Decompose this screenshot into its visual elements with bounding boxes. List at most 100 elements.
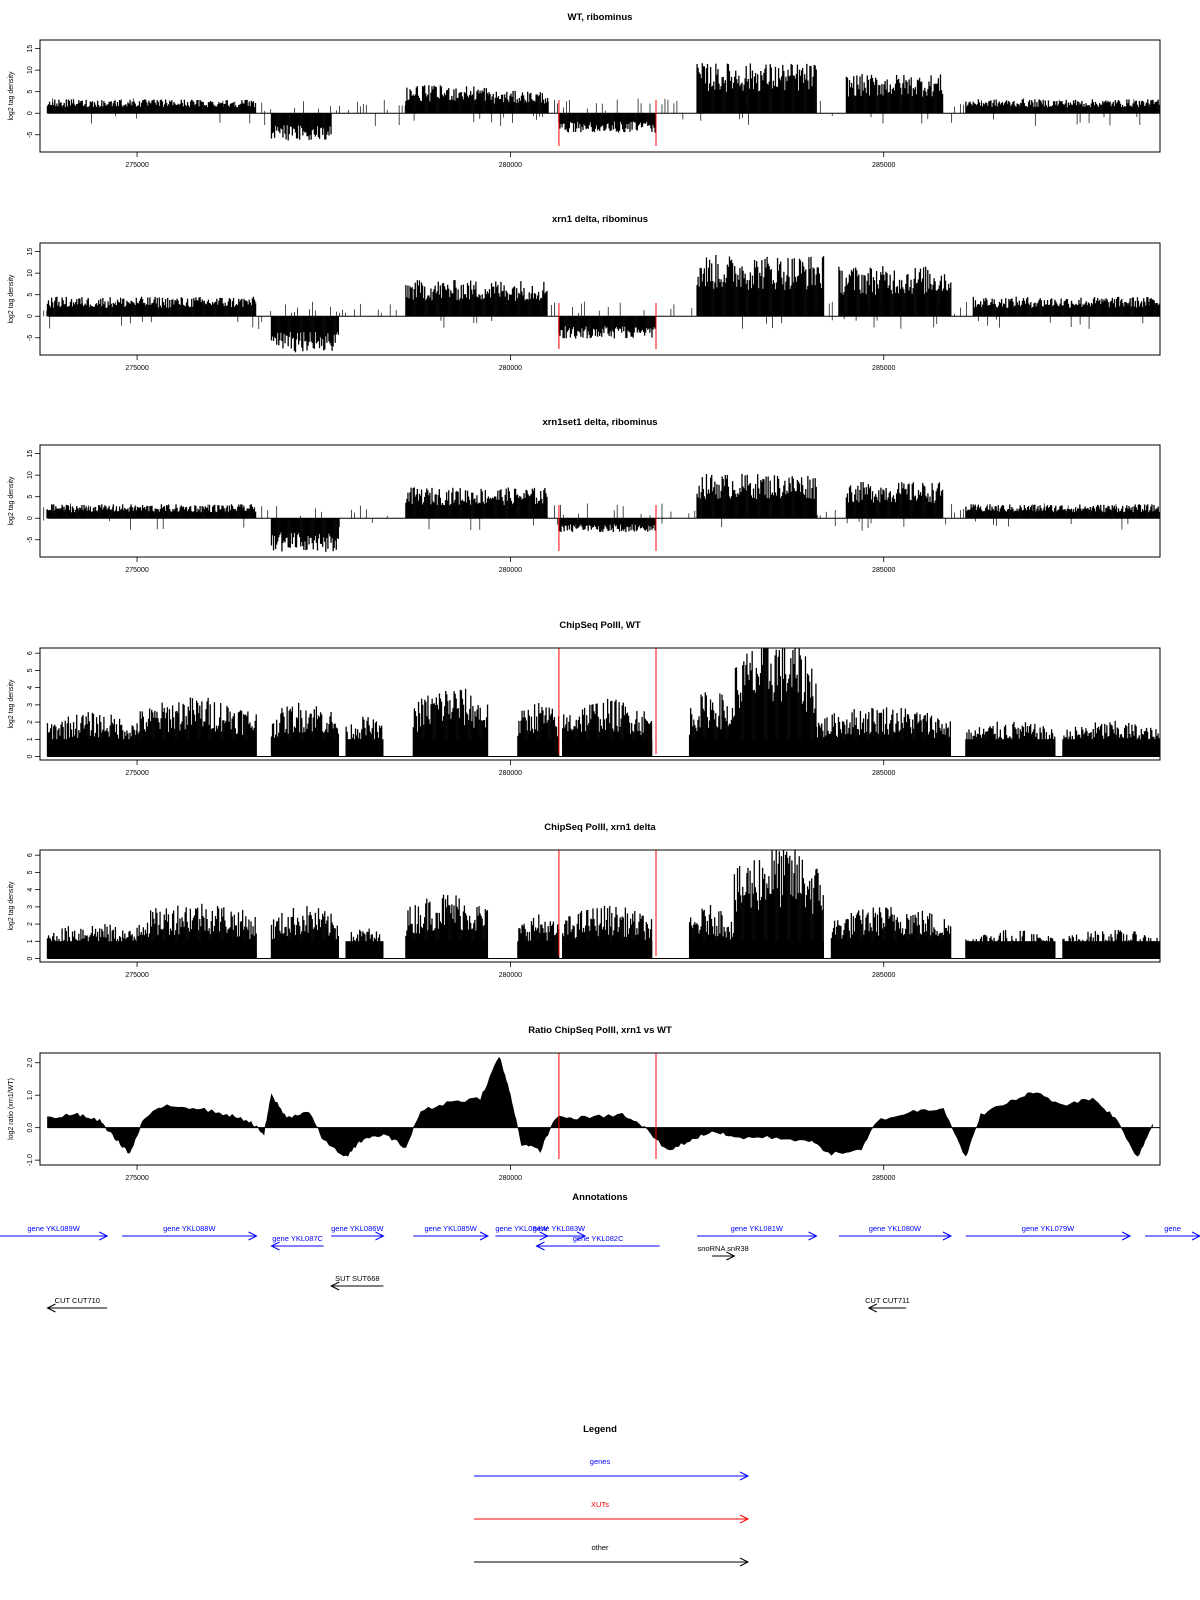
density-base: [137, 941, 257, 959]
density-base: [734, 739, 817, 757]
y-tick-label: 6: [27, 651, 34, 655]
density-base: [734, 941, 824, 959]
y-tick-label: 15: [27, 450, 34, 458]
y-tick-label: 3: [27, 905, 34, 909]
panel-chip-xrn1: ChipSeq PolII, xrn1 delta log2 tag densit…: [8, 822, 1161, 979]
series-chipx-8: [688, 905, 735, 959]
density-base: [562, 941, 653, 959]
y-tick-label: 4: [27, 888, 34, 892]
density-base: [346, 941, 384, 959]
x-tick-label: 285000: [872, 365, 895, 372]
panel-chip-wt: ChipSeq PolII, WT log2 tag density 6 5 4 3 2 1 0…: [8, 620, 1161, 777]
x-tick-label: 285000: [872, 770, 895, 777]
y-tick-label: 0: [27, 314, 34, 318]
plot-area: [43, 255, 1160, 353]
y-tick-label: 1: [27, 737, 34, 741]
x-tick-label: 275000: [125, 567, 148, 574]
series-chipwt-7: [562, 698, 653, 757]
series-chipwt-10: [815, 707, 951, 757]
y-tick-label: 0: [27, 755, 34, 759]
x-tick-label: 275000: [125, 162, 148, 169]
density-base: [271, 739, 339, 757]
series-chipx-6: [517, 914, 560, 959]
series-chipx-7: [562, 905, 653, 959]
panel-title: ChipSeq PolII, WT: [559, 620, 640, 631]
y-axis-label: log2 tag density: [8, 274, 15, 324]
plot-area: [43, 473, 1160, 552]
series-chipwt-4: [345, 716, 384, 757]
series-chipwt-1: [46, 712, 138, 757]
y-tick-label: 3: [27, 703, 34, 707]
y-tick-label: 15: [27, 45, 34, 53]
y-tick-label: -5: [27, 335, 34, 341]
y-tick-label: 5: [27, 668, 34, 672]
series-wt-plus-4: [696, 63, 817, 114]
series-xrn1-plus-2: [405, 280, 548, 317]
plot-frame: [39, 444, 1161, 558]
series-xrn1-minus-2: [558, 316, 656, 339]
y-axis-label: log2 tag density: [8, 71, 15, 121]
series-set1-plus-4: [845, 481, 944, 519]
density-base: [405, 941, 488, 959]
density-base: [517, 941, 559, 959]
series-chipwt-2: [136, 697, 257, 757]
density-base: [47, 739, 138, 757]
density-base: [413, 739, 488, 757]
panel-title: ChipSeq PolII, xrn1 delta: [544, 822, 656, 833]
series-wt-plus-3: [487, 90, 549, 114]
y-tick-label: 0: [27, 111, 34, 115]
plot-area: [46, 850, 1160, 960]
density-base: [562, 739, 653, 757]
panel-title: xrn1set1 delta, ribominus: [542, 417, 657, 428]
plot-frame: [39, 39, 1161, 153]
series-set1-plus-3: [696, 473, 817, 519]
y-tick-label: 0: [27, 516, 34, 520]
y-tick-label: 2: [27, 720, 34, 724]
y-tick-label: 5: [27, 90, 34, 94]
y-tick-label: 1: [27, 939, 34, 943]
y-tick-label: 15: [27, 248, 34, 256]
x-tick-label: 275000: [125, 972, 148, 979]
series-chipx-2: [136, 903, 257, 959]
series-xrn1-plus-4: [838, 266, 952, 317]
series-chipwt-8: [688, 692, 735, 757]
plot-area: [46, 648, 1160, 758]
plot-frame: [39, 242, 1161, 356]
density-base: [1062, 739, 1160, 757]
series-chipx-9: [733, 850, 824, 959]
series-chipwt-11: [965, 721, 1056, 757]
density-base: [965, 739, 1056, 757]
y-axis-label: log2 tag density: [8, 679, 15, 729]
x-tick-label: 280000: [499, 162, 522, 169]
series-chipwt-5: [412, 688, 489, 757]
series-xrn1-plus-3: [696, 255, 825, 317]
series-chipwt-9: [733, 648, 817, 757]
series-set1-plus-2: [405, 487, 548, 519]
y-tick-label: 0: [27, 957, 34, 961]
density-base: [271, 941, 339, 959]
y-tick-label: 5: [27, 293, 34, 297]
series-chipx-4: [345, 928, 384, 959]
series-chipx-10: [830, 907, 952, 959]
x-tick-label: 285000: [872, 972, 895, 979]
series-set1-plus-1: [46, 504, 257, 519]
y-tick-label: 10: [27, 471, 34, 479]
y-tick-label: 6: [27, 853, 34, 857]
series-wt-plus-2: [405, 85, 489, 114]
y-tick-label: 5: [27, 870, 34, 874]
density-base: [689, 941, 735, 959]
x-tick-label: 280000: [499, 567, 522, 574]
y-tick-label: 5: [27, 495, 34, 499]
y-axis-label: log2 tag density: [8, 476, 15, 526]
density-base: [689, 739, 735, 757]
series-wt-plus-5: [845, 74, 944, 114]
density-base: [47, 941, 138, 959]
series-set1-minus-2: [558, 518, 656, 533]
x-tick-label: 280000: [499, 770, 522, 777]
density-base: [517, 739, 559, 757]
y-tick-label: 4: [27, 686, 34, 690]
series-chipwt-3: [270, 702, 340, 757]
y-tick-label: -5: [27, 537, 34, 543]
series-xrn1-plus-5: [972, 296, 1160, 317]
